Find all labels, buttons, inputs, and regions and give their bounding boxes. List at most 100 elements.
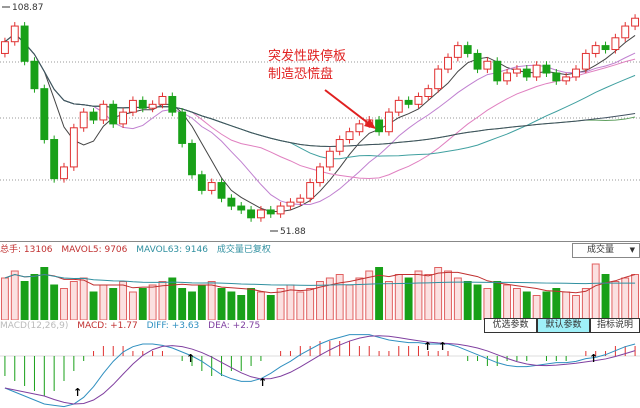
volume-bar (325, 277, 334, 320)
diff-line (4, 334, 636, 408)
default-params-button[interactable]: 默认参数 (537, 318, 590, 333)
volume-bar (0, 277, 9, 320)
volume-bar (365, 270, 374, 320)
candle (483, 60, 492, 70)
indicator-select[interactable]: 成交量 ▼ (572, 243, 640, 258)
volume-bar (138, 288, 147, 320)
candle (119, 111, 128, 125)
candle (552, 72, 561, 82)
candle (79, 111, 88, 129)
volume-bar (256, 291, 265, 320)
indicator-explain-button[interactable]: 指标说明 (590, 318, 640, 333)
candle (178, 111, 187, 144)
volume-bar (404, 277, 413, 320)
mavol63: MAVOL63: 9146 (136, 245, 208, 255)
candle (601, 45, 610, 51)
volume-bar (591, 263, 600, 320)
annotation-line2: 制造恐慌盘 (268, 67, 334, 82)
candle (89, 111, 98, 121)
candle (256, 209, 265, 219)
dea-line (4, 335, 636, 405)
volume-bar (158, 281, 167, 320)
candle (404, 99, 413, 105)
volume-bar (375, 267, 384, 320)
volume-bar (503, 284, 512, 320)
up-arrow-icon: ↑ (186, 352, 195, 365)
volume-chart (0, 263, 640, 320)
mavol63-line (4, 273, 636, 286)
volume-bar (512, 288, 521, 320)
volume-bar (355, 277, 364, 320)
candle (50, 139, 59, 180)
candle (453, 45, 462, 58)
candle (434, 68, 443, 90)
candle (148, 103, 157, 109)
divider (0, 241, 640, 242)
volume-bar (532, 295, 541, 320)
candle (591, 45, 600, 54)
price-chart: 108.87 51.88 (0, 3, 640, 237)
candle (30, 60, 39, 90)
volume-legend: 总手: 13106 MAVOL5: 9706 MAVOL63: 9146 成交量… (0, 244, 277, 257)
volume-bar (394, 274, 403, 320)
candle (512, 68, 521, 74)
candle (0, 41, 9, 54)
volume-bar (237, 295, 246, 320)
candle (424, 88, 433, 97)
volume-bar (276, 288, 285, 320)
candle (306, 182, 315, 199)
mavol5: MAVOL5: 9706 (61, 245, 128, 255)
volume-bar (89, 291, 98, 320)
candle (503, 72, 512, 82)
volume-bar (444, 270, 452, 320)
price-high-label: 108.87 (12, 3, 44, 13)
candle (40, 88, 49, 141)
volume-bar (424, 274, 433, 320)
volume-bar (621, 277, 630, 320)
annotation-line1: 突发性跌停板 (268, 49, 347, 64)
volume-bar (188, 291, 196, 320)
volume-bar (227, 291, 236, 320)
up-arrow-icon: ↑ (423, 340, 432, 353)
candle (217, 182, 226, 199)
volume-bar (217, 288, 226, 320)
volume-bar (207, 281, 216, 320)
candle (631, 17, 640, 27)
candle (394, 99, 403, 113)
annotation-arrow (324, 89, 373, 127)
volume-bar (414, 270, 423, 320)
candle (463, 45, 472, 54)
macd-legend: MACD(12,26,9) MACD: +1.77 DIFF: +3.63 DE… (0, 320, 266, 333)
candle (414, 95, 423, 105)
candle (158, 95, 167, 105)
dea-value: DEA: +2.75 (208, 321, 261, 331)
candle (532, 64, 541, 78)
candle (384, 111, 393, 133)
volume-bar (20, 281, 29, 320)
volume-bar (316, 281, 324, 320)
candle (562, 76, 571, 82)
chevron-down-icon: ▼ (629, 246, 635, 254)
volume-bar (522, 291, 531, 320)
candle (247, 209, 256, 219)
volume-bar (581, 288, 590, 320)
volume-bar (60, 288, 68, 320)
volume-bar (197, 284, 206, 320)
volume-bar (10, 270, 19, 320)
volume-bar (384, 281, 393, 320)
candle (335, 139, 344, 152)
candle (375, 119, 384, 133)
total-volume: 总手: 13106 (0, 245, 53, 255)
candle (493, 60, 502, 82)
candle (10, 25, 19, 43)
candle (581, 52, 590, 70)
candle (316, 166, 324, 184)
volume-bar (552, 288, 561, 320)
optimal-params-button[interactable]: 优选参数 (484, 318, 537, 333)
candle (99, 103, 108, 121)
volume-bar (50, 284, 59, 320)
candle (227, 197, 236, 207)
volume-bar (483, 288, 492, 320)
candle (355, 123, 364, 133)
volume-bar (30, 274, 39, 320)
